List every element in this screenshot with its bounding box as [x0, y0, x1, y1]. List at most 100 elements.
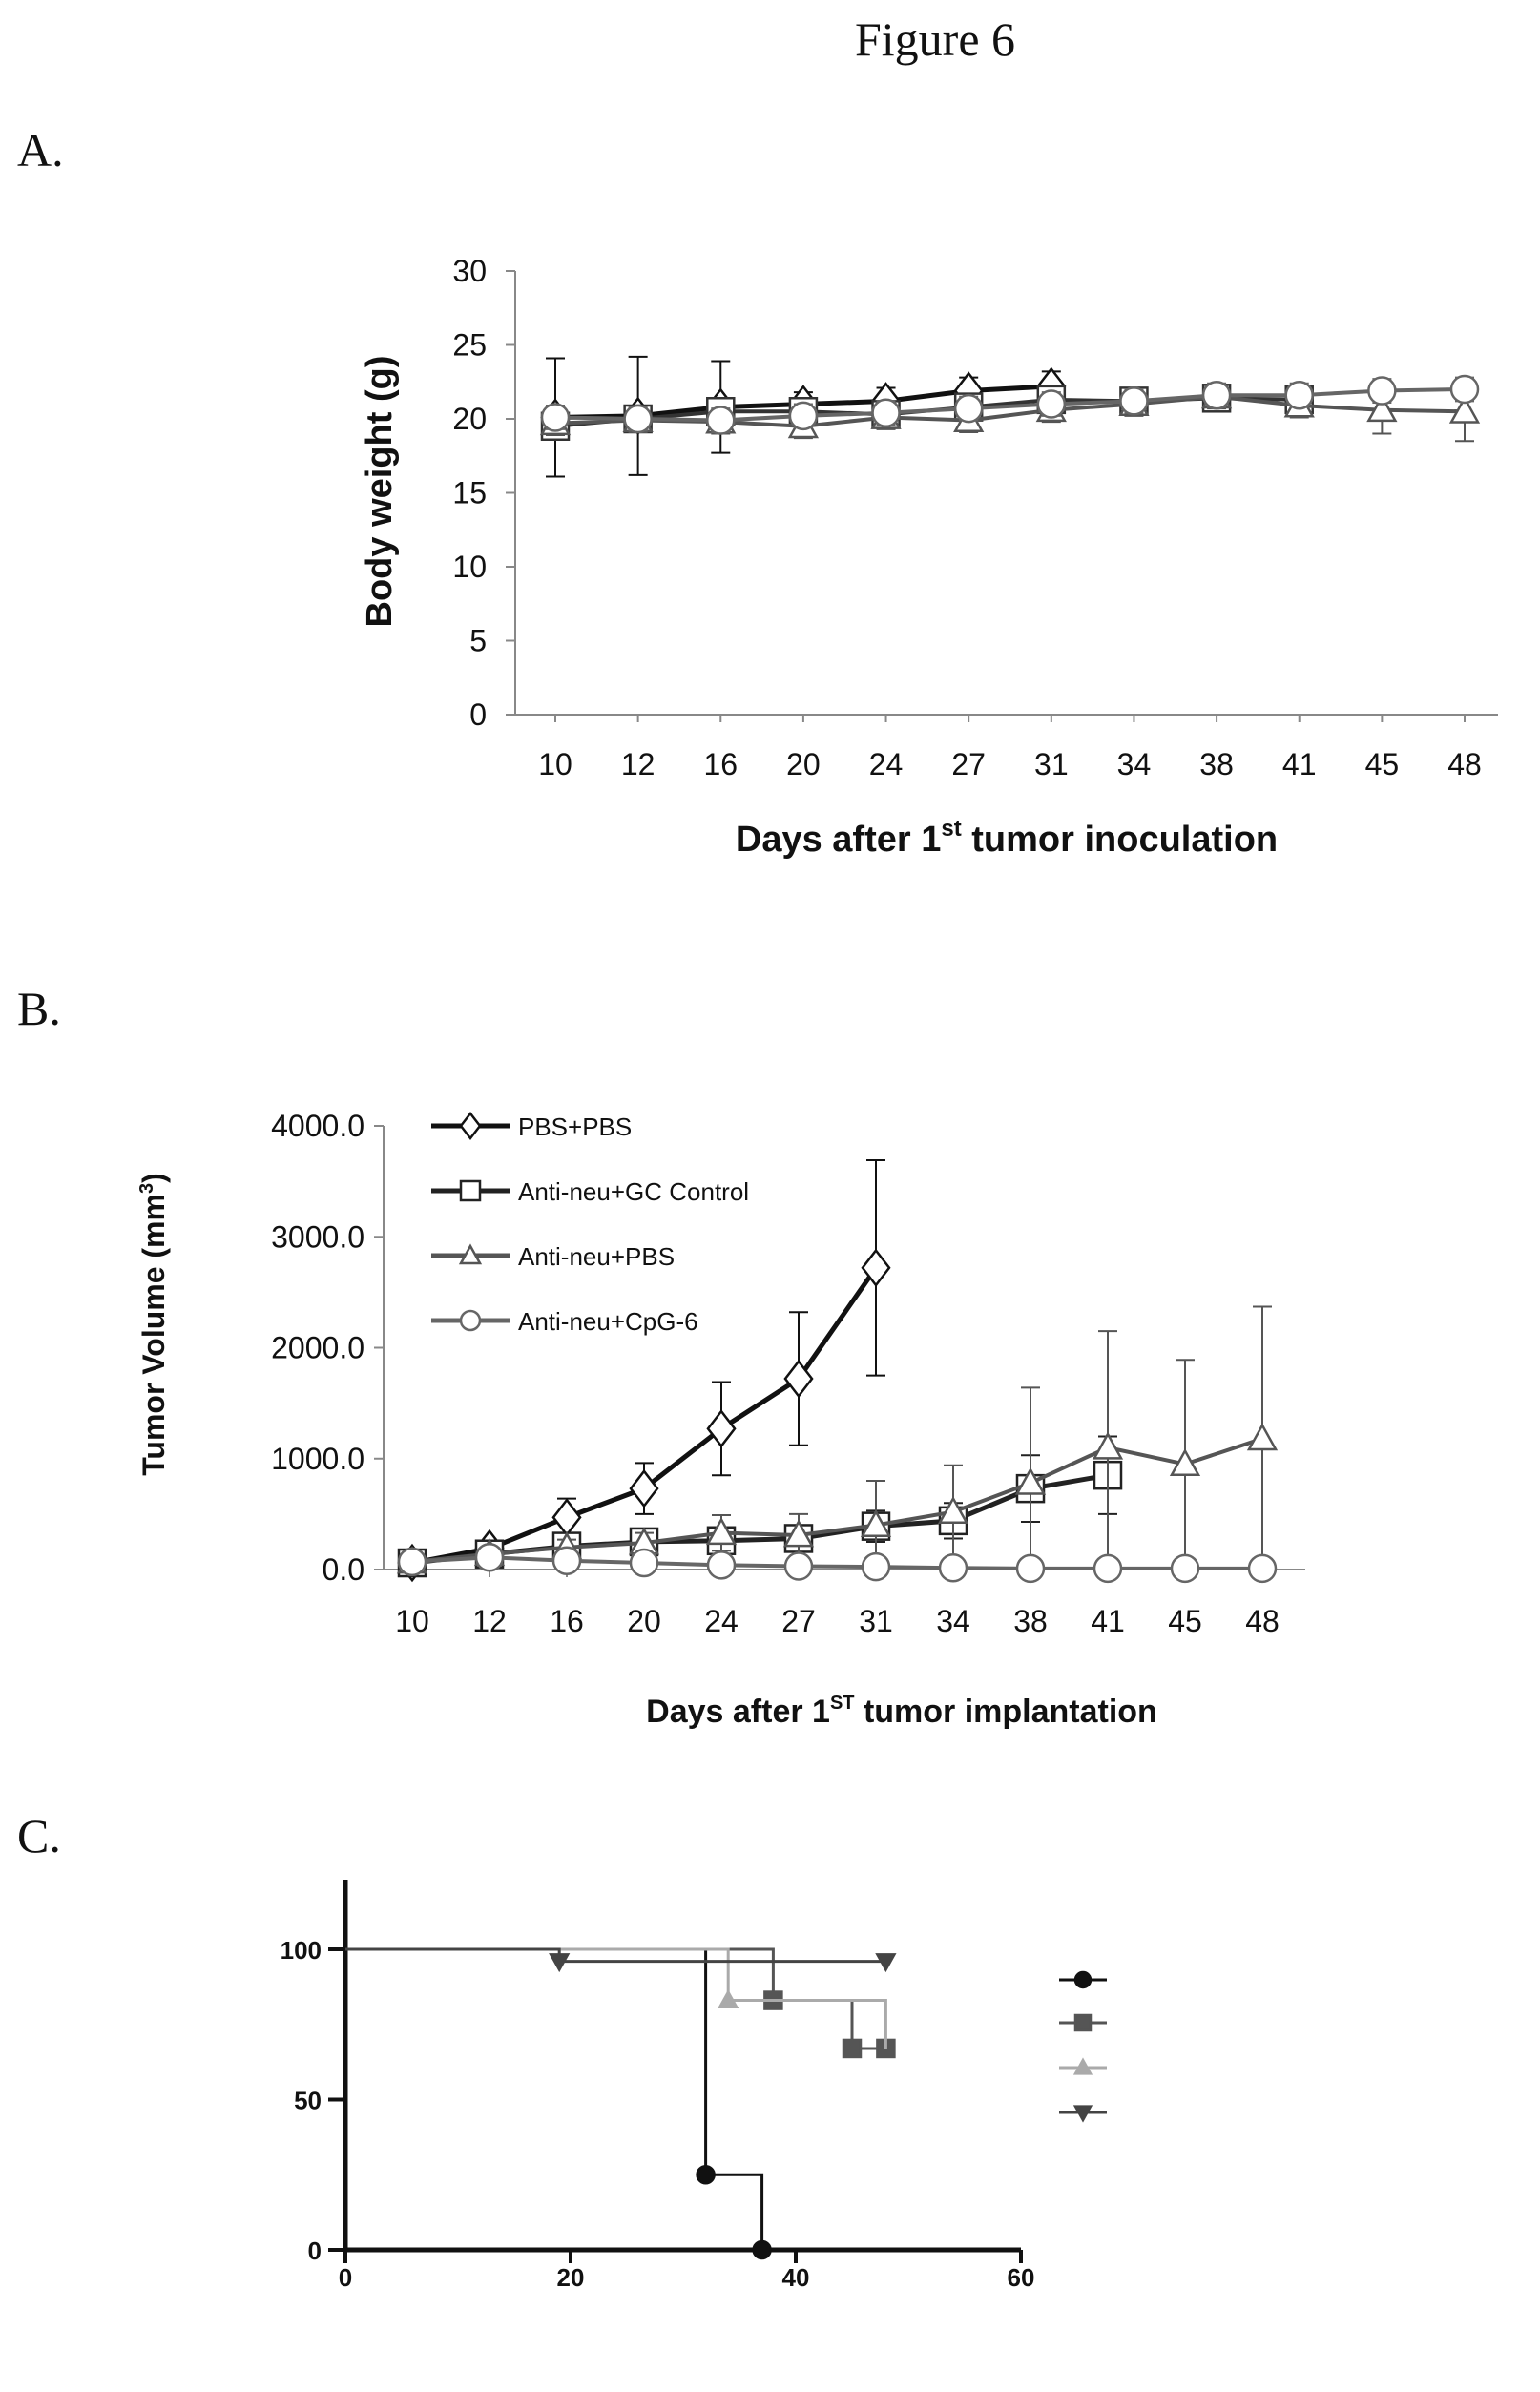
panel-a-data-point [706, 406, 736, 435]
panel-c-legend-marker [1072, 2057, 1093, 2075]
panel-c-y-tick-label: 50 [294, 2087, 322, 2115]
panel-a-x-tick-label: 10 [538, 747, 572, 781]
panel-b-y-tick-label: 4000.0 [271, 1109, 364, 1143]
panel-b-legend-label: Anti-neu+GC Control [518, 1177, 749, 1206]
panel-b-data-point [397, 1547, 427, 1577]
panel-a-label: A. [17, 123, 64, 177]
panel-b-data-point [629, 1468, 659, 1508]
panel-b-x-tick-label: 24 [704, 1604, 739, 1638]
panel-b-data-point [706, 1409, 737, 1448]
panel-c-data-point [752, 2239, 772, 2260]
panel-b-y-tick-label: 0.0 [323, 1552, 364, 1587]
panel-b-data-point [705, 1517, 738, 1546]
panel-a-data-point [1201, 380, 1232, 410]
panel-a-data-point [953, 393, 984, 424]
panel-b-x-tick-label: 10 [395, 1604, 429, 1638]
panel-a-data-point [1366, 394, 1398, 423]
panel-c-label: C. [17, 1809, 61, 1862]
panel-b-x-tick-label: 31 [859, 1604, 893, 1638]
panel-a-data-point [1036, 389, 1067, 419]
panel-c-data-point [696, 2165, 716, 2185]
panel-c-legend-marker [1072, 2105, 1093, 2123]
panel-b-data-point [860, 1508, 892, 1537]
panel-a-data-point [1367, 376, 1397, 406]
panel-c-x-tick-label: 60 [1008, 2263, 1035, 2292]
panel-c-legend-marker [1073, 1970, 1093, 1989]
panel-c-y-tick-label: 100 [281, 1936, 322, 1965]
panel-a-data-point [1284, 380, 1314, 410]
panel-b-data-point [861, 1248, 891, 1288]
panel-b-x-tick-label: 16 [550, 1604, 584, 1638]
panel-b-series-line [411, 1472, 1109, 1566]
panel-a-data-point [871, 398, 901, 428]
panel-b-data-point [1093, 1553, 1123, 1584]
panel-b-series-line [411, 1436, 1263, 1564]
panel-b-data-point [1014, 1466, 1047, 1495]
panel-a-x-tick-label: 20 [786, 747, 821, 781]
panel-b-y-axis-label: Tumor Volume (mm3) [136, 1173, 171, 1476]
panel-a-y-tick-label: 5 [469, 624, 487, 658]
panel-b-legend-label: Anti-neu+CpG-6 [518, 1307, 698, 1336]
panel-a-x-axis-label: Days after 1st tumor inoculation [736, 816, 1278, 860]
panel-c-series-line [345, 1947, 887, 2049]
panel-b-x-tick-label: 34 [936, 1604, 970, 1638]
panel-a-y-tick-label: 15 [452, 476, 487, 510]
panel-a-x-tick-label: 41 [1282, 747, 1317, 781]
panel-a-data-point [788, 401, 819, 431]
panel-b-x-axis-label: Days after 1ST tumor implantation [646, 1693, 1157, 1730]
panel-b-y-tick-label: 3000.0 [271, 1219, 364, 1254]
panel-a-x-tick-label: 48 [1447, 747, 1482, 781]
panel-a-x-tick-label: 34 [1117, 747, 1152, 781]
panel-a-data-point [1119, 386, 1149, 416]
panel-c-data-point [842, 2038, 863, 2059]
panel-b-data-point [1169, 1447, 1201, 1477]
panel-a-x-tick-label: 31 [1034, 747, 1069, 781]
panel-c-legend-marker [1073, 2013, 1093, 2032]
panel-c-data-point [718, 1988, 739, 2008]
panel-b-data-point [706, 1550, 737, 1580]
panel-b-legend-marker [459, 1309, 482, 1332]
panel-b-data-point [1170, 1553, 1200, 1584]
panel-b-y-tick-label: 2000.0 [271, 1331, 364, 1365]
panel-c-y-tick-label: 0 [308, 2236, 322, 2265]
panel-b-x-tick-label: 38 [1013, 1604, 1048, 1638]
panel-b-data-point [1092, 1431, 1124, 1460]
panel-a-y-tick-label: 10 [452, 550, 487, 584]
panel-b-x-tick-label: 48 [1245, 1604, 1280, 1638]
panel-c-data-point [875, 1953, 897, 1973]
panel-b-data-point [783, 1551, 814, 1581]
panel-a-y-axis-label: Body weight (g) [360, 356, 400, 628]
panel-a-y-tick-label: 30 [452, 254, 487, 288]
panel-b-x-tick-label: 27 [781, 1604, 816, 1638]
panel-b-legend-label: PBS+PBS [518, 1113, 632, 1141]
panel-b-data-point [551, 1546, 582, 1575]
figure-title: Figure 6 [854, 12, 1016, 66]
panel-b-series-line [411, 1555, 1262, 1570]
panel-b-data-point [783, 1359, 814, 1399]
panel-b-data-point [782, 1519, 815, 1548]
panel-c-series-line [345, 1947, 886, 1964]
panel-a-x-tick-label: 12 [621, 747, 656, 781]
panel-a-y-tick-label: 25 [452, 328, 487, 363]
panel-a-x-tick-label: 27 [951, 747, 986, 781]
panel-b-data-point [937, 1495, 969, 1524]
panel-c-x-tick-label: 20 [557, 2263, 585, 2292]
panel-a-data-point [1448, 395, 1481, 424]
panel-b-label: B. [17, 982, 61, 1035]
panel-b-legend-marker [458, 1243, 483, 1265]
panel-a-y-tick-label: 20 [452, 402, 487, 436]
panel-a-x-tick-label: 45 [1365, 747, 1400, 781]
panel-b-legend-label: Anti-neu+PBS [518, 1242, 675, 1271]
panel-c-data-point [549, 1953, 571, 1973]
panel-a-x-tick-label: 16 [703, 747, 738, 781]
panel-a-x-tick-label: 24 [869, 747, 904, 781]
panel-b-data-point [938, 1553, 968, 1583]
panel-c-series-line [345, 1947, 764, 2250]
panel-c-x-tick-label: 0 [339, 2263, 352, 2292]
panel-b-data-point [629, 1548, 659, 1578]
panel-b-data-point [474, 1542, 505, 1572]
panel-c-x-tick-label: 40 [782, 2263, 810, 2292]
panel-c-series-line [345, 1947, 886, 2050]
